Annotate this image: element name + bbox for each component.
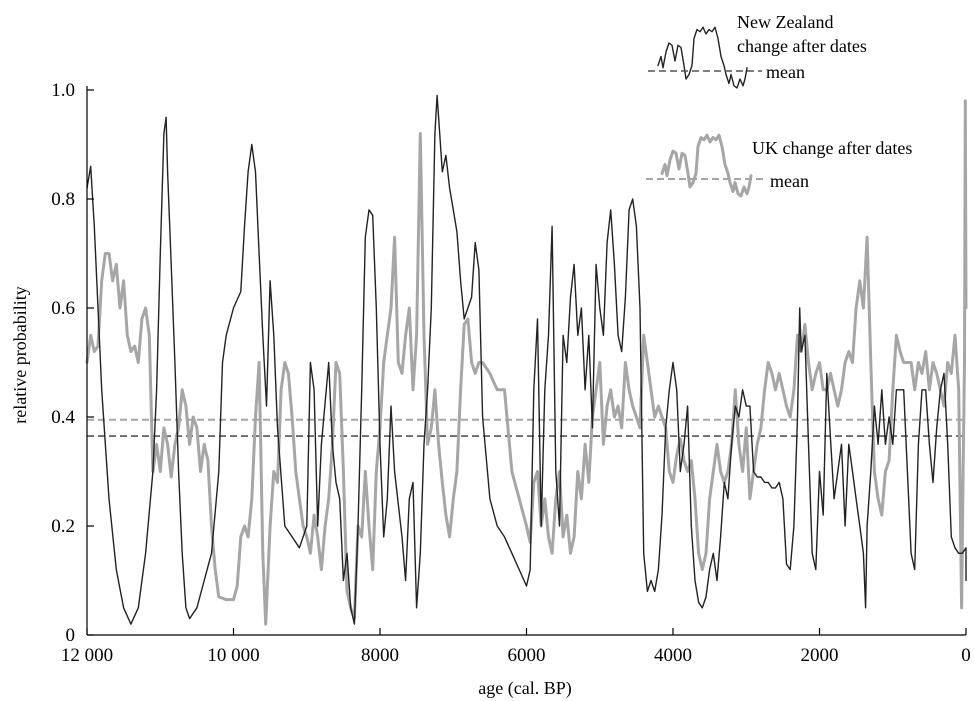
y-tick-label: 0.2 xyxy=(51,516,75,537)
legend-uk-mean-label: mean xyxy=(770,171,809,191)
y-tick-label: 0.8 xyxy=(51,189,75,210)
legend-uk-label: UK change after dates xyxy=(752,138,912,158)
x-tick-label: 8000 xyxy=(361,645,399,666)
x-tick-label: 2000 xyxy=(801,645,839,666)
y-axis-label: relative probability xyxy=(10,286,30,423)
legend-uk-swatch xyxy=(660,133,753,198)
legend-nz-mean-label: mean xyxy=(766,62,805,82)
y-tick-label: 0.6 xyxy=(51,298,75,319)
legend-nz-label-line-1: New Zealand xyxy=(737,12,833,32)
x-ticks: 12 000 10 000 8000 6000 4000 2000 0 xyxy=(61,628,971,666)
nz-series-line xyxy=(86,94,967,625)
y-ticks: 0 0.2 0.4 0.6 0.8 1.0 xyxy=(51,80,94,646)
legend-nz-label-line-2: change after dates xyxy=(737,36,867,56)
x-tick-label: 0 xyxy=(961,645,971,666)
y-tick-label: 1.0 xyxy=(51,80,75,101)
y-tick-label: 0.4 xyxy=(51,407,75,428)
x-tick-label: 4000 xyxy=(654,645,692,666)
x-tick-label: 12 000 xyxy=(61,645,113,666)
x-tick-label: 6000 xyxy=(508,645,546,666)
x-tick-label: 10 000 xyxy=(207,645,259,666)
y-tick-label: 0 xyxy=(66,625,76,646)
x-axis-label: age (cal. BP) xyxy=(478,678,571,699)
legend-nz-swatch xyxy=(657,26,748,89)
legend: New Zealand change after dates mean UK c… xyxy=(646,12,912,198)
uk-series-line xyxy=(85,99,968,626)
